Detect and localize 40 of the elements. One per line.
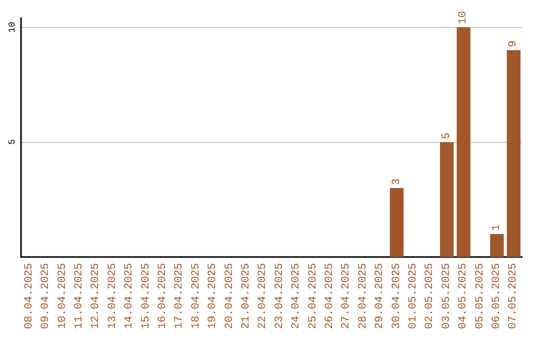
x-tick-label: 25.04.2025 [307, 262, 320, 330]
x-tick-label: 24.04.2025 [290, 262, 303, 330]
x-tick-label: 13.04.2025 [106, 262, 119, 330]
x-tick-label: 10.04.2025 [56, 262, 69, 330]
x-tick-label: 15.04.2025 [140, 262, 152, 330]
x-tick-label: 17.04.2025 [174, 262, 186, 330]
data-label: 9 [508, 40, 520, 48]
x-tick-label: 08.04.2025 [23, 262, 36, 330]
x-tick-label: 12.04.2025 [90, 262, 102, 330]
data-label: 5 [440, 132, 453, 140]
bar [390, 188, 404, 257]
x-tick-label: 20.04.2025 [224, 262, 236, 330]
x-tick-label: 16.04.2025 [156, 262, 169, 330]
x-tick-label: 02.05.2025 [424, 262, 436, 330]
x-tick-label: 18.04.2025 [190, 262, 202, 330]
x-tick-label: 21.04.2025 [240, 262, 252, 330]
x-tick-label: 23.04.2025 [274, 262, 286, 330]
x-tick-label: 29.04.2025 [374, 262, 386, 330]
x-tick-label: 27.04.2025 [340, 262, 353, 330]
x-tick-label: 26.04.2025 [324, 262, 336, 330]
bar [506, 50, 520, 257]
x-tick-label: 19.04.2025 [207, 262, 220, 330]
bar [440, 142, 454, 257]
x-tick-label: 09.04.2025 [40, 262, 52, 330]
data-label: 1 [490, 224, 503, 232]
x-tick-label: 07.05.2025 [508, 262, 520, 330]
data-label: 10 [458, 10, 470, 24]
x-tick-label: 11.04.2025 [73, 262, 86, 330]
x-tick-label: 22.04.2025 [257, 262, 270, 330]
x-tick-label: 28.04.2025 [357, 262, 370, 330]
x-tick-label: 05.05.2025 [474, 262, 486, 330]
x-tick-label: 30.04.2025 [390, 262, 403, 330]
x-tick-label: 03.05.2025 [440, 262, 453, 330]
bar [490, 234, 504, 257]
bar [456, 27, 470, 257]
x-tick-label: 04.05.2025 [458, 262, 470, 330]
x-tick-label: 01.05.2025 [407, 262, 420, 330]
x-tick-label: 06.05.2025 [490, 262, 503, 330]
data-label: 3 [390, 178, 403, 186]
x-tick-label: 14.04.2025 [124, 262, 136, 330]
